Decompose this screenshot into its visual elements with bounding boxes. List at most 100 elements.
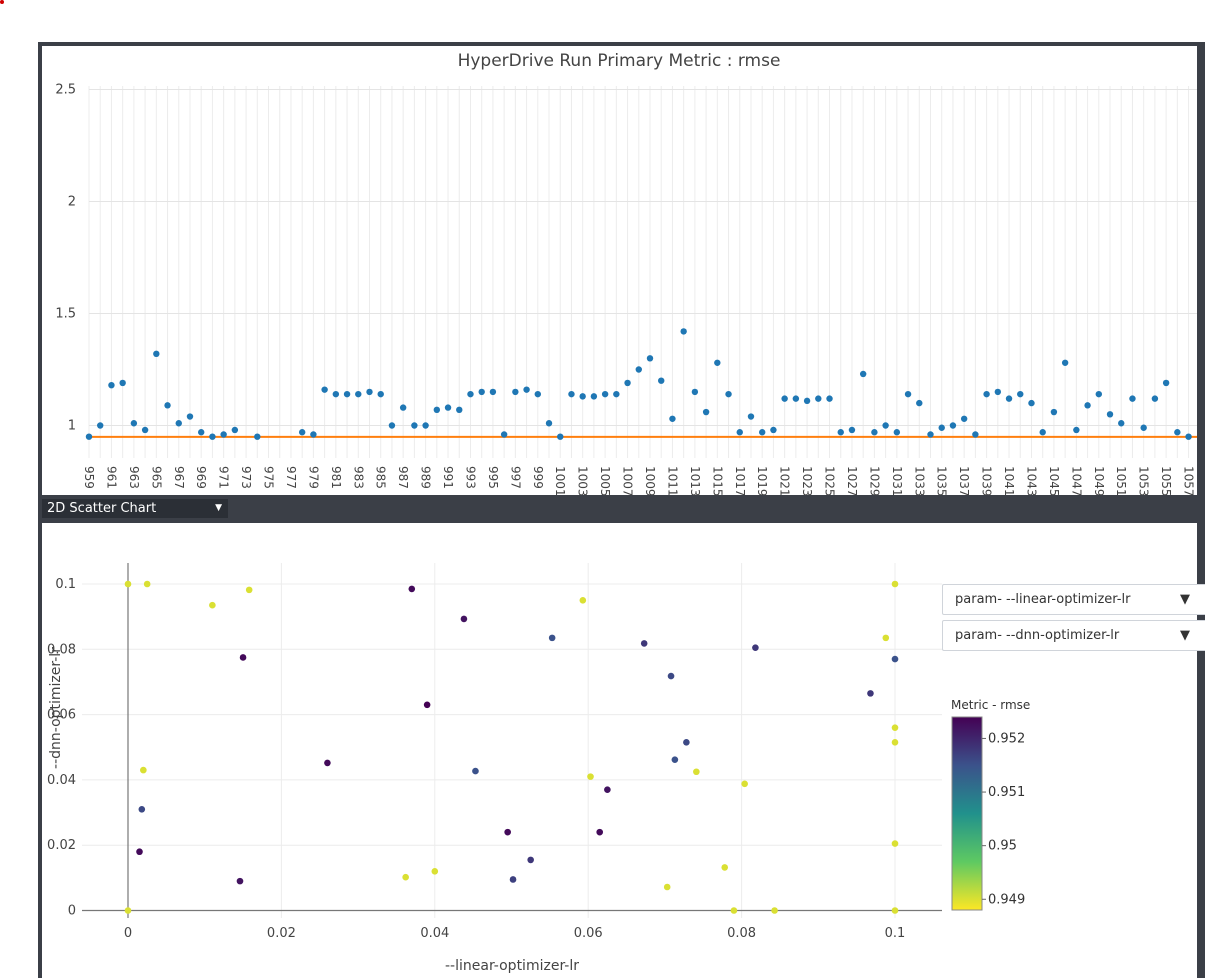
y-tick-label: 2.5 [55,83,76,98]
data-point [972,431,979,438]
data-point [431,868,439,875]
data-point [408,585,416,593]
data-point [472,767,479,775]
x-tick-label: 1045 [1047,466,1061,495]
data-point [1118,420,1125,427]
x-tick-label: 997 [508,466,522,489]
y-tick-label: 0.08 [47,642,76,657]
data-point [489,388,497,396]
data-point [1050,408,1058,416]
data-point [124,907,132,914]
x-tick-label: 1039 [980,466,994,495]
y-tick-label: 1 [68,419,76,434]
y-tick-label: 2 [68,195,76,210]
data-point [422,422,429,429]
data-point [859,370,867,378]
data-point [1084,402,1091,409]
y-tick-label: 0.04 [47,773,76,788]
data-point [108,381,115,389]
data-point [803,397,811,405]
data-point [891,739,899,746]
data-point [245,586,253,594]
data-point [527,856,534,864]
data-point [730,907,738,914]
data-point [752,644,759,651]
data-point [891,724,899,731]
data-point [867,690,874,697]
data-point [1106,411,1114,418]
data-point [891,655,899,663]
x-tick-label: 969 [194,466,208,489]
data-point [186,413,194,420]
data-point [366,388,373,396]
x-tick-label: 1003 [576,466,590,495]
data-point [624,379,631,387]
data-point [1073,426,1080,434]
x-tick-label: 1017 [733,466,747,495]
data-point [509,876,517,883]
data-point [691,388,699,396]
data-point [916,399,923,407]
x-tick-label: 977 [284,466,298,489]
x-tick-label: 991 [441,466,455,489]
data-point [826,395,833,402]
data-point [377,390,384,398]
data-point [994,388,1002,396]
data-point [568,390,575,398]
data-point [1185,433,1192,440]
data-point [893,429,901,436]
data-point [557,433,564,440]
x-param-select[interactable]: param- --linear-optimizer-lr ▼ [942,584,1205,615]
data-point [411,422,418,429]
data-point [97,422,104,429]
x-tick-label: 989 [419,466,433,489]
data-point [298,429,306,436]
x-tick-label: 1049 [1092,466,1106,495]
colorbar [951,716,983,911]
dropdown-arrow-icon: ▼ [1180,628,1190,643]
parameter-scatter-chart: --linear-optimizer-lr --dnn-optimizer-lr… [47,563,1030,974]
data-point [770,426,777,434]
data-point [423,701,431,709]
grid-group [88,86,1197,458]
y-tick-label: 0.06 [47,708,76,723]
x-tick-label: 959 [82,466,96,489]
scatter-panel: --linear-optimizer-lr --dnn-optimizer-lr… [42,523,1197,978]
x-tick-label: 1035 [935,466,949,495]
x-tick-label: 965 [149,466,163,489]
x-tick-label: 0.08 [727,926,756,941]
data-point [1140,424,1147,431]
data-point [460,615,468,623]
data-point [545,420,553,427]
y-param-select[interactable]: param- --dnn-optimizer-lr ▼ [942,620,1205,651]
data-point [321,386,328,393]
colorbar-tick-label: 0.95 [988,839,1017,854]
x-tick-label: 995 [486,466,500,489]
x-tick-label: 987 [396,466,410,489]
chart-type-select[interactable]: 2D Scatter Chart ▼ [42,499,228,518]
chart-type-label: 2D Scatter Chart [47,501,157,516]
data-point [721,864,729,871]
data-point [960,415,968,422]
data-point [663,883,671,891]
data-point [891,907,899,914]
data-point [444,404,452,411]
data-point [671,756,679,763]
chart-title: HyperDrive Run Primary Metric : rmse [458,51,781,71]
data-point [658,377,665,384]
data-point [1005,395,1013,402]
data-point [669,415,676,422]
y-param-label: param- --dnn-optimizer-lr [955,628,1120,643]
data-point [500,431,508,438]
data-point [140,766,147,774]
data-point [579,393,586,400]
x-tick-label: 1021 [778,466,792,495]
data-point [153,350,160,358]
data-point [882,634,890,642]
x-tick-label: 1025 [823,466,837,495]
x-tick-label: 1019 [755,466,769,495]
y-axis-title: --dnn-optimizer-lr [48,647,64,769]
data-point [938,424,945,431]
data-point [1162,379,1170,387]
data-point [891,840,899,847]
